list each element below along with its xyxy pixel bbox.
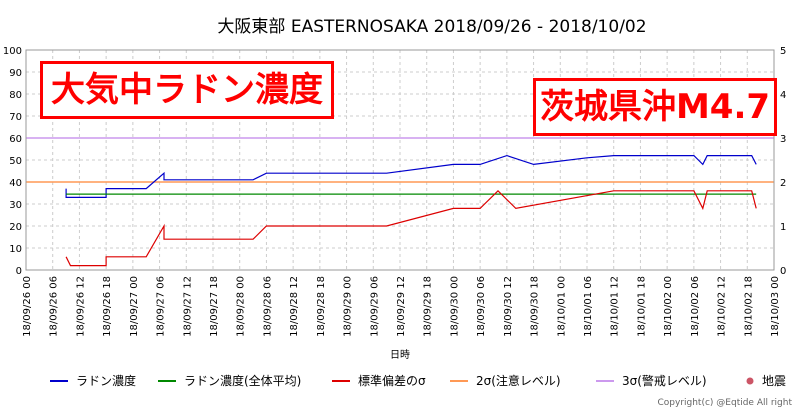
x-tick-label: 18/10/02 18 — [743, 276, 754, 337]
x-tick-label: 18/09/27 00 — [129, 276, 140, 337]
x-tick-label: 18/09/26 18 — [102, 276, 113, 337]
x-tick-label: 18/09/26 06 — [49, 276, 60, 337]
y-tick-label-right: 1 — [780, 222, 786, 233]
copyright: Copyright(c) @Eqtide All right — [657, 398, 792, 408]
x-tick-label: 18/10/01 18 — [636, 276, 647, 337]
series-lines — [65, 154, 757, 267]
x-tick-label: 18/09/29 06 — [369, 276, 380, 337]
legend-label: 標準偏差のσ — [358, 373, 426, 388]
y-tick-label-right: 5 — [780, 46, 786, 57]
x-tick-label: 18/09/30 12 — [503, 276, 514, 337]
y-tick-label-left: 40 — [9, 178, 22, 189]
annotation-radon-label: 大気中ラドン濃度 — [40, 61, 334, 119]
legend: ラドン濃度 ラドン濃度(全体平均) 標準偏差のσ 2σ(注意レベル) 3σ(警戒レベル)… — [50, 373, 786, 388]
x-tick-label: 18/09/29 12 — [396, 276, 407, 337]
y-tick-label-left: 70 — [9, 112, 22, 123]
y-tick-label-left: 50 — [9, 156, 22, 167]
x-tick-label: 18/09/27 12 — [182, 276, 193, 337]
series-line-2 — [65, 189, 757, 267]
plot-area-frame — [25, 49, 775, 271]
y-tick-label-left: 80 — [9, 90, 22, 101]
x-tick-label: 18/09/27 18 — [209, 276, 220, 337]
legend-swatch — [746, 377, 754, 385]
y-tick-label-right: 3 — [780, 134, 786, 145]
x-tick-label: 18/09/26 00 — [22, 276, 33, 337]
annotation-earthquake-label: 茨城県沖M4.7 — [533, 78, 777, 136]
y-tick-label-right: 4 — [780, 90, 786, 101]
y-tick-label-left: 90 — [9, 68, 22, 79]
x-tick-label: 18/09/29 00 — [343, 276, 354, 337]
x-tick-label: 18/10/02 06 — [690, 276, 701, 337]
x-tick-label: 18/10/03 00 — [770, 276, 781, 337]
legend-label: ラドン濃度 — [76, 373, 136, 388]
x-tick-label: 18/09/30 18 — [530, 276, 541, 337]
x-axis-label: 日時 — [390, 349, 410, 361]
y-tick-label-right: 2 — [780, 178, 786, 189]
x-tick-label: 18/10/01 00 — [556, 276, 567, 337]
x-axis: 18/09/26 00 18/09/26 06 18/09/26 12 18/09/2… — [22, 276, 781, 337]
x-tick-label: 18/09/28 12 — [289, 276, 300, 337]
reference-lines — [26, 137, 774, 183]
x-tick-label: 18/09/28 06 — [262, 276, 273, 337]
x-tick-label: 18/10/01 12 — [610, 276, 621, 337]
legend-label: 3σ(警戒レベル) — [622, 373, 707, 388]
y-tick-label-left: 100 — [3, 46, 22, 57]
y-tick-label-right: 0 — [780, 266, 786, 277]
chart-title: 大阪東部 EASTERNOSAKA 2018/09/26 - 2018/10/0… — [217, 17, 646, 37]
legend-label: 2σ(注意レベル) — [476, 373, 561, 388]
x-tick-label: 18/10/02 00 — [663, 276, 674, 337]
y-tick-label-left: 60 — [9, 134, 22, 145]
y-tick-label-left: 10 — [9, 244, 22, 255]
x-tick-label: 18/09/28 18 — [316, 276, 327, 337]
y-axis-left: 0 10 20 30 40 50 60 70 80 90 100 — [3, 46, 22, 277]
y-tick-label-left: 30 — [9, 200, 22, 211]
y-axis-right: 0 1 2 3 4 5 — [780, 46, 786, 277]
series-line-0 — [65, 154, 757, 198]
x-tick-label: 18/10/01 06 — [583, 276, 594, 337]
y-tick-label-left: 20 — [9, 222, 22, 233]
legend-label: 地震 — [762, 374, 786, 388]
y-tick-label-left: 0 — [16, 266, 22, 277]
x-tick-label: 18/10/02 12 — [717, 276, 728, 337]
legend-label: ラドン濃度(全体平均) — [184, 373, 301, 388]
x-tick-label: 18/09/26 12 — [75, 276, 86, 337]
x-tick-label: 18/09/29 18 — [423, 276, 434, 337]
x-tick-label: 18/09/27 06 — [156, 276, 167, 337]
x-tick-label: 18/09/30 06 — [476, 276, 487, 337]
x-tick-label: 18/09/30 00 — [449, 276, 460, 337]
x-tick-label: 18/09/28 00 — [236, 276, 247, 337]
